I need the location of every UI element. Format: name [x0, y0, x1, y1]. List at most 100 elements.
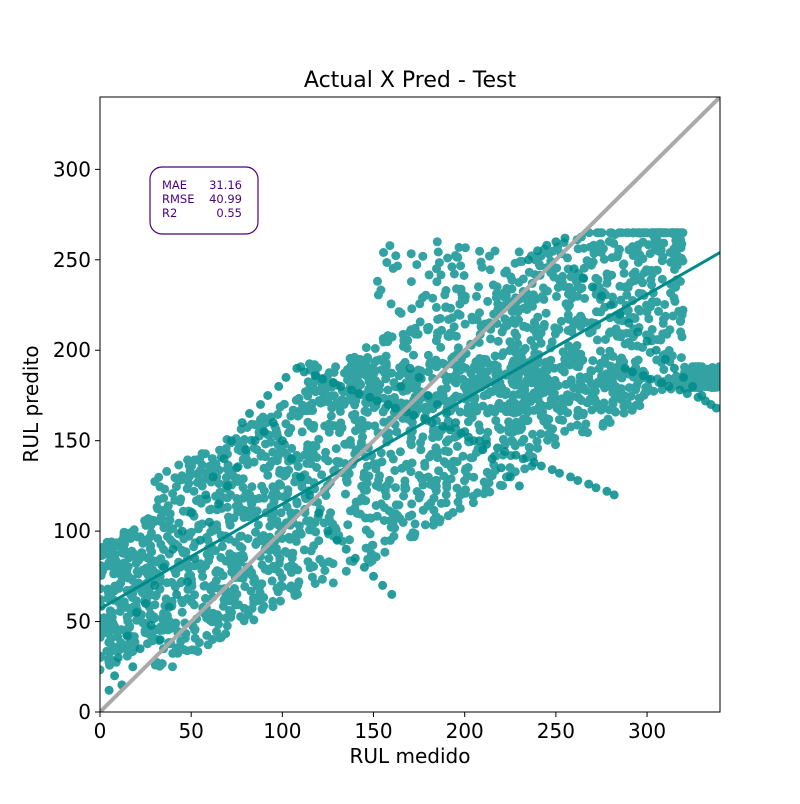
- y-tick-label: 0: [78, 700, 91, 724]
- x-tick-label: 250: [537, 719, 575, 743]
- x-tick-label: 300: [628, 719, 666, 743]
- data-point: [186, 508, 196, 518]
- data-point: [245, 409, 254, 418]
- data-point: [536, 461, 546, 471]
- data-point: [560, 233, 570, 243]
- data-point: [423, 391, 433, 400]
- data-point: [432, 400, 442, 409]
- data-point: [172, 589, 182, 599]
- x-axis-ticks: 0 50 100 150 200 250 300: [94, 712, 666, 743]
- data-point: [204, 517, 214, 527]
- data-point: [226, 436, 236, 446]
- data-point: [292, 363, 302, 373]
- data-point: [250, 436, 260, 446]
- data-point: [241, 445, 251, 455]
- data-point: [533, 246, 543, 256]
- data-point: [487, 454, 497, 464]
- y-tick-label: 250: [53, 248, 91, 272]
- data-point: [336, 381, 346, 391]
- data-point: [396, 381, 406, 391]
- data-point: [223, 481, 233, 491]
- y-axis-ticks: 0 50 100 150 200 250 300: [53, 157, 100, 724]
- data-point: [569, 264, 579, 274]
- data-point: [679, 372, 688, 382]
- data-point: [514, 481, 524, 491]
- data-point: [682, 389, 692, 399]
- data-point: [669, 363, 679, 373]
- metrics-box-frame: [149, 166, 259, 235]
- data-point: [688, 381, 698, 391]
- x-tick-label: 50: [178, 719, 203, 743]
- x-tick-label: 200: [446, 719, 484, 743]
- data-point: [624, 318, 634, 328]
- data-point: [584, 479, 594, 489]
- data-point: [310, 371, 320, 381]
- data-point: [405, 363, 415, 373]
- data-point: [214, 499, 223, 509]
- data-point: [287, 454, 296, 464]
- data-point: [642, 336, 652, 346]
- data-point: [524, 255, 533, 265]
- data-point: [168, 544, 178, 554]
- metric-value: 40.99: [209, 192, 242, 206]
- data-point: [354, 389, 364, 399]
- data-point: [597, 291, 606, 301]
- data-point: [633, 327, 643, 337]
- data-point: [135, 644, 145, 654]
- data-point: [332, 535, 342, 545]
- data-point: [122, 631, 132, 641]
- chart-title: Actual X Pred - Test: [304, 68, 517, 93]
- metric-label: MAE: [162, 178, 187, 192]
- data-point: [591, 483, 601, 493]
- data-point: [177, 526, 187, 536]
- identity-line: [100, 97, 720, 712]
- data-point: [350, 553, 360, 563]
- data-point: [299, 367, 309, 377]
- data-point: [318, 374, 327, 384]
- data-point: [518, 454, 528, 464]
- data-point: [414, 372, 424, 382]
- data-point: [208, 472, 218, 482]
- data-point: [314, 508, 324, 518]
- data-point: [500, 447, 510, 456]
- data-point: [146, 620, 156, 630]
- data-point: [256, 400, 265, 409]
- y-tick-label: 50: [66, 610, 91, 634]
- data-point: [445, 425, 455, 435]
- y-tick-label: 200: [53, 338, 91, 362]
- trend-lines: [100, 97, 720, 712]
- data-point: [274, 381, 284, 391]
- metric-label: RMSE: [162, 192, 194, 206]
- data-point: [511, 450, 521, 460]
- data-point: [201, 490, 211, 500]
- data-point: [573, 476, 583, 485]
- data-point: [387, 589, 397, 599]
- data-point: [365, 392, 375, 402]
- data-point: [493, 443, 502, 453]
- data-point: [296, 472, 306, 482]
- y-axis-label: RUL predito: [19, 345, 43, 462]
- data-point: [609, 490, 619, 500]
- data-point: [372, 396, 382, 406]
- data-point: [451, 418, 461, 428]
- data-point: [390, 403, 400, 413]
- data-point: [646, 374, 656, 384]
- data-point: [566, 472, 575, 482]
- data-point: [369, 571, 378, 581]
- data-point: [104, 685, 114, 695]
- data-point: [409, 410, 419, 420]
- data-point: [259, 427, 269, 437]
- y-tick-label: 300: [53, 157, 91, 181]
- data-point: [281, 372, 291, 382]
- data-point: [110, 671, 120, 681]
- data-point: [651, 345, 661, 355]
- data-point: [587, 282, 597, 292]
- data-point: [482, 439, 492, 449]
- data-point: [164, 602, 174, 612]
- x-tick-label: 150: [354, 719, 392, 743]
- data-point: [113, 653, 123, 663]
- data-point: [496, 463, 506, 473]
- data-point: [347, 385, 357, 395]
